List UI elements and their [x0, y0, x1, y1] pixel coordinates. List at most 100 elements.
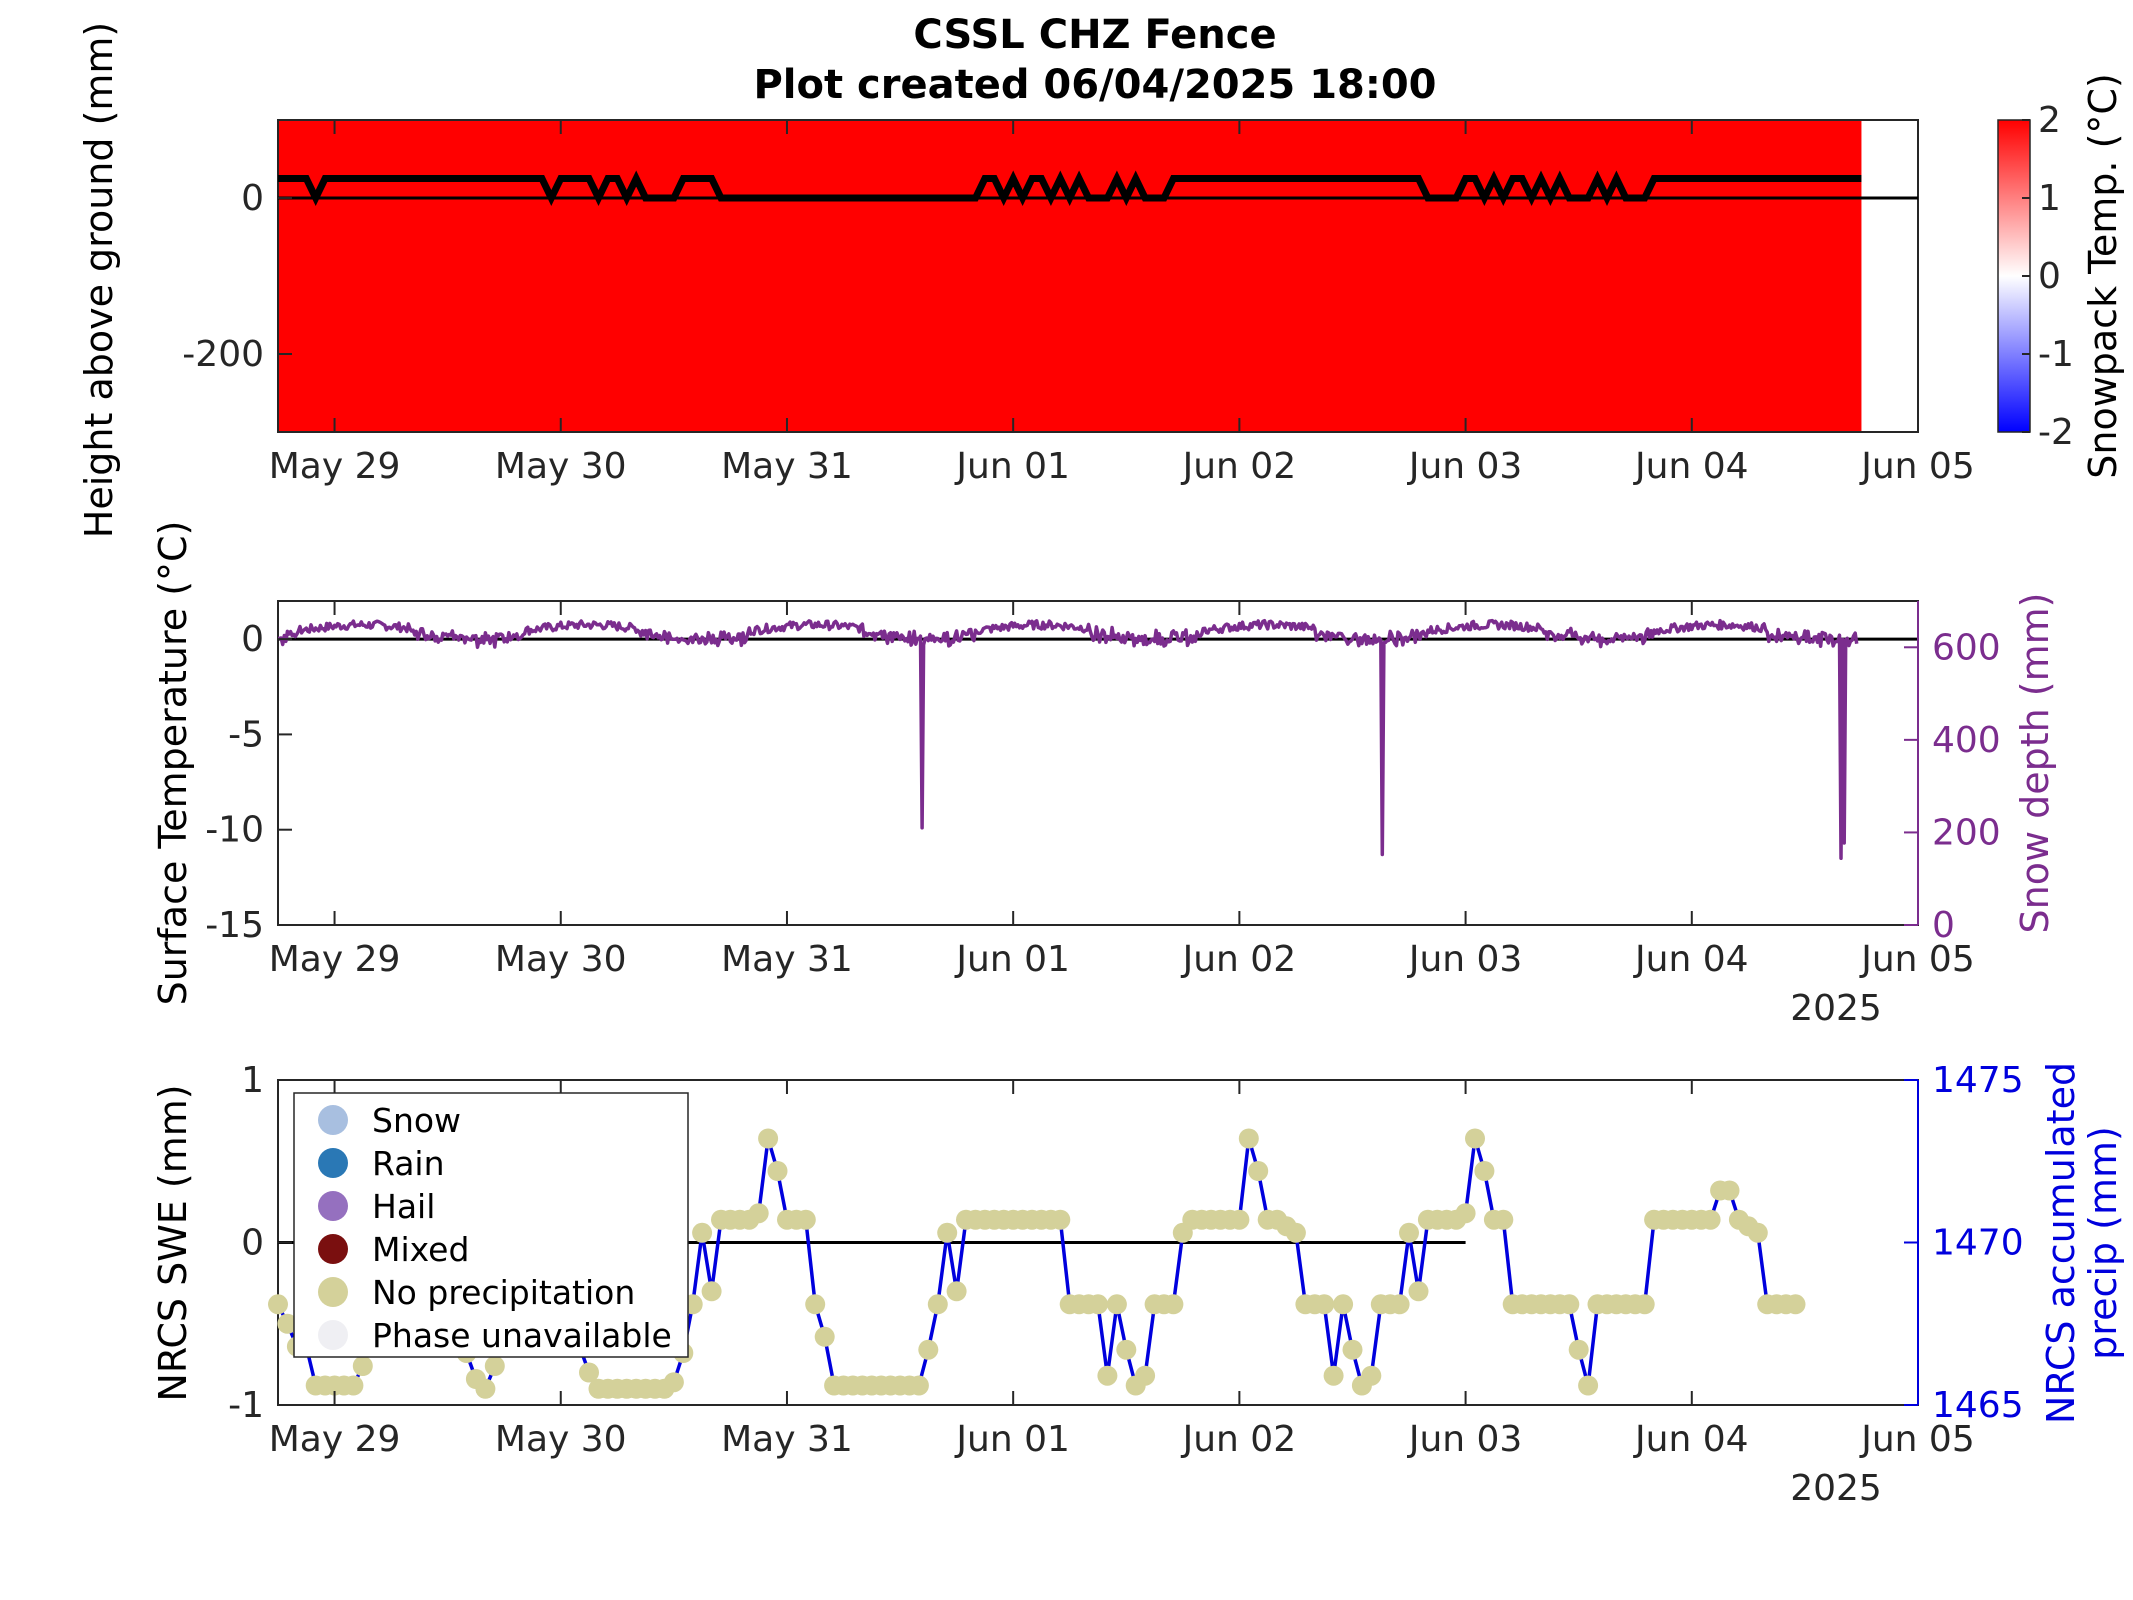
- legend-box: [293, 1092, 689, 1358]
- no-precipitation-marker: [1135, 1365, 1156, 1386]
- no-precipitation-marker: [1229, 1209, 1250, 1230]
- no-precipitation-marker: [475, 1378, 496, 1399]
- panel-2-y2-tick-label: 600: [1932, 627, 2001, 668]
- panel-1-x-tick-label: Jun 02: [1181, 446, 1297, 487]
- no-precipitation-marker: [1389, 1294, 1410, 1315]
- panel-2-y-tick-label: -10: [205, 810, 264, 851]
- no-precipitation-marker: [484, 1356, 505, 1376]
- no-precipitation-marker: [1493, 1209, 1514, 1230]
- panel-2-y2-tick-label: 200: [1932, 812, 2001, 853]
- no-precipitation-marker: [1719, 1180, 1740, 1201]
- no-precipitation-marker: [1314, 1294, 1335, 1315]
- no-precipitation-marker: [663, 1372, 684, 1393]
- panel-3-y2-label-line1: NRCS accumulated: [2039, 1062, 2083, 1424]
- panel-2-x-tick-label: May 29: [269, 939, 401, 980]
- colorbar-tick-label: 2: [2038, 100, 2061, 141]
- panel-1-x-tick-label: Jun 05: [1859, 446, 1975, 487]
- no-precipitation-marker: [1050, 1209, 1071, 1230]
- panel-3-x-tick-label: May 30: [495, 1419, 627, 1460]
- no-precipitation-marker: [692, 1222, 713, 1243]
- no-precipitation-marker: [1097, 1365, 1118, 1386]
- legend-marker: [318, 1105, 348, 1135]
- panel-3-y2-tick-label: 1475: [1932, 1060, 2024, 1101]
- no-precipitation-marker: [1238, 1128, 1259, 1149]
- no-precipitation-marker: [946, 1281, 967, 1302]
- no-precipitation-marker: [1163, 1294, 1184, 1315]
- panel-3-x-tick-label: Jun 02: [1181, 1419, 1297, 1460]
- legend-label: No precipitation: [372, 1273, 635, 1312]
- panel-3-y2-label-line2: precip (mm): [2081, 1126, 2125, 1360]
- panel-3-y-tick-label: 1: [241, 1060, 264, 1101]
- panel-3-y2-tick-label: 1465: [1932, 1385, 2024, 1426]
- no-precipitation-marker: [701, 1281, 722, 1302]
- panel-3-x-tick-label: Jun 03: [1407, 1419, 1523, 1460]
- no-precipitation-marker: [268, 1294, 288, 1315]
- figure-title: CSSL CHZ Fence: [913, 12, 1276, 58]
- panel-1-x-tick-label: Jun 03: [1407, 446, 1523, 487]
- panel-1-y-label: Height above ground (mm): [77, 22, 121, 539]
- panel-3-x-tick-label: May 29: [269, 1419, 401, 1460]
- panel-3-x-tick-label: Jun 01: [954, 1419, 1070, 1460]
- panel-3-x-tick-label: Jun 04: [1633, 1419, 1749, 1460]
- no-precipitation-marker: [1700, 1209, 1721, 1230]
- no-precipitation-marker: [758, 1128, 779, 1149]
- panel-3-y-label: NRCS SWE (mm): [151, 1084, 195, 1401]
- panel-1-x-tick-label: May 30: [495, 446, 627, 487]
- panel-1-x-tick-label: Jun 04: [1633, 446, 1749, 487]
- no-precipitation-marker: [277, 1313, 298, 1334]
- panel-1-x-tick-label: May 29: [269, 446, 401, 487]
- nrcs-swe-panel: May 29 May 30 May 31 Jun 01 Jun 02 Jun 03 Jun …: [151, 1060, 2125, 1509]
- no-precipitation-marker: [579, 1362, 599, 1383]
- no-precipitation-marker: [918, 1339, 939, 1360]
- panel-2-x-tick-label: Jun 03: [1407, 939, 1523, 980]
- panel-2-x-tick-label: Jun 04: [1633, 939, 1749, 980]
- no-precipitation-marker: [352, 1356, 373, 1376]
- legend-label: Mixed: [372, 1230, 469, 1269]
- panel-1-x-tick-label: Jun 01: [954, 446, 1070, 487]
- no-precipitation-marker: [767, 1161, 788, 1181]
- legend-marker: [318, 1320, 348, 1350]
- no-precipitation-marker: [1248, 1161, 1269, 1181]
- panel-3-y2-tick-label: 1470: [1932, 1223, 2024, 1264]
- no-precipitation-marker: [1568, 1339, 1589, 1360]
- panel-1-y-tick-label: 0: [241, 178, 264, 219]
- panel-2-y2-tick-label: 400: [1932, 720, 2001, 761]
- snowpack-temperature-fill: [278, 120, 1862, 432]
- precip-phase-legend: Snow Rain Hail Mixed No precipitation Phase u…: [293, 1092, 689, 1358]
- no-precipitation-marker: [1323, 1365, 1344, 1386]
- legend-label: Rain: [372, 1144, 445, 1183]
- legend-label: Hail: [372, 1187, 435, 1226]
- colorbar-tick-label: 1: [2038, 178, 2061, 219]
- panel-2-x-tick-label: Jun 01: [954, 939, 1070, 980]
- panel-2-y-tick-label: 0: [241, 619, 264, 660]
- no-precipitation-marker: [1399, 1222, 1419, 1243]
- surface-temperature-panel: May 29 May 30 May 31 Jun 01 Jun 02 Jun 03 Jun …: [151, 521, 2057, 1029]
- no-precipitation-marker: [908, 1375, 929, 1396]
- panel-3-x-tick-label: Jun 05: [1859, 1419, 1975, 1460]
- panel-2-x-tick-label: May 31: [721, 939, 853, 980]
- no-precipitation-marker: [1116, 1339, 1137, 1360]
- no-precipitation-marker: [1785, 1294, 1806, 1315]
- no-precipitation-marker: [343, 1375, 364, 1396]
- panel-1-y-tick-label: -200: [182, 334, 264, 375]
- no-precipitation-marker: [1455, 1203, 1476, 1224]
- panel-3-y-tick-label: -1: [228, 1385, 264, 1426]
- no-precipitation-marker: [805, 1294, 826, 1315]
- no-precipitation-marker: [1285, 1222, 1306, 1243]
- panel-2-x-tick-label: Jun 05: [1859, 939, 1975, 980]
- no-precipitation-marker: [748, 1203, 769, 1224]
- panel-2-x-tick-label: May 30: [495, 939, 627, 980]
- snowpack-temperature-panel: May 29 May 30 May 31 Jun 01 Jun 02 Jun 03 Jun …: [77, 22, 2125, 539]
- no-precipitation-marker: [1333, 1294, 1354, 1315]
- no-precipitation-marker: [1106, 1294, 1127, 1315]
- no-precipitation-marker: [927, 1294, 948, 1315]
- legend-marker: [318, 1277, 348, 1307]
- no-precipitation-marker: [1578, 1375, 1599, 1396]
- no-precipitation-marker: [1465, 1128, 1485, 1149]
- no-precipitation-marker: [1088, 1294, 1108, 1315]
- panel-2-y2-tick-label: 0: [1932, 905, 1955, 946]
- panel-2-y-tick-label: -15: [205, 905, 264, 946]
- legend-label: Snow: [372, 1101, 461, 1140]
- surface-temperature-line: [277, 618, 1859, 861]
